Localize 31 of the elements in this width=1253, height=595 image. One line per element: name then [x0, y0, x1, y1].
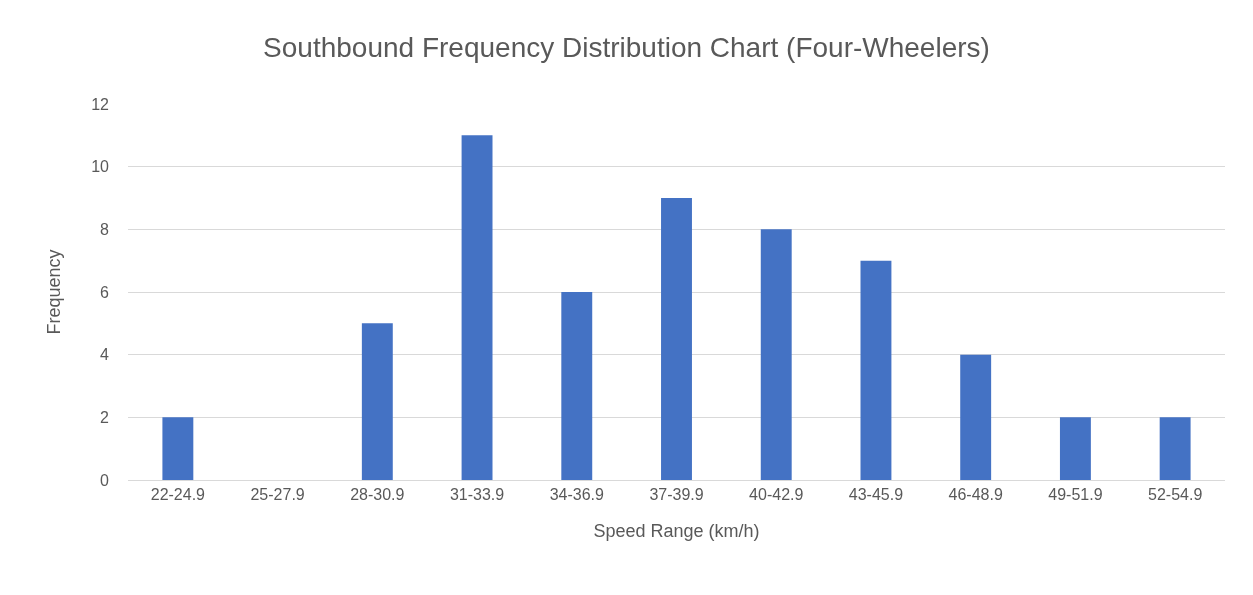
bar	[162, 417, 194, 480]
bar	[461, 135, 493, 480]
y-tick-label: 8	[100, 220, 110, 238]
x-tick-label: 28-30.9	[350, 486, 405, 504]
bar	[1059, 417, 1091, 480]
x-tick-label: 46-48.9	[948, 486, 1003, 504]
x-axis-title: Speed Range (km/h)	[593, 521, 760, 542]
x-tick-label: 52-54.9	[1148, 486, 1203, 504]
x-tick-label: 37-39.9	[649, 486, 704, 504]
y-tick-label: 4	[100, 346, 110, 364]
x-tick-label: 40-42.9	[749, 486, 804, 504]
y-tick-label: 12	[91, 95, 110, 113]
bar	[561, 292, 593, 480]
bar	[1159, 417, 1191, 480]
y-tick-label: 0	[100, 471, 110, 489]
bar	[361, 323, 393, 480]
chart-title: Southbound Frequency Distribution Chart (Four-Wheelers)	[263, 32, 990, 64]
y-tick-label: 10	[91, 158, 110, 176]
y-tick-label: 2	[100, 408, 110, 426]
y-axis-title: Frequency	[44, 249, 65, 335]
bar	[860, 260, 892, 480]
y-tick-label: 6	[100, 283, 110, 301]
x-tick-label: 49-51.9	[1048, 486, 1103, 504]
x-tick-label: 34-36.9	[549, 486, 604, 504]
bar	[960, 354, 992, 480]
x-tick-label: 25-27.9	[250, 486, 305, 504]
x-tick-label: 22-24.9	[150, 486, 206, 504]
bar	[760, 229, 792, 480]
bar	[661, 198, 692, 480]
x-tick-label: 31-33.9	[449, 486, 505, 504]
x-tick-label: 43-45.9	[848, 486, 904, 504]
